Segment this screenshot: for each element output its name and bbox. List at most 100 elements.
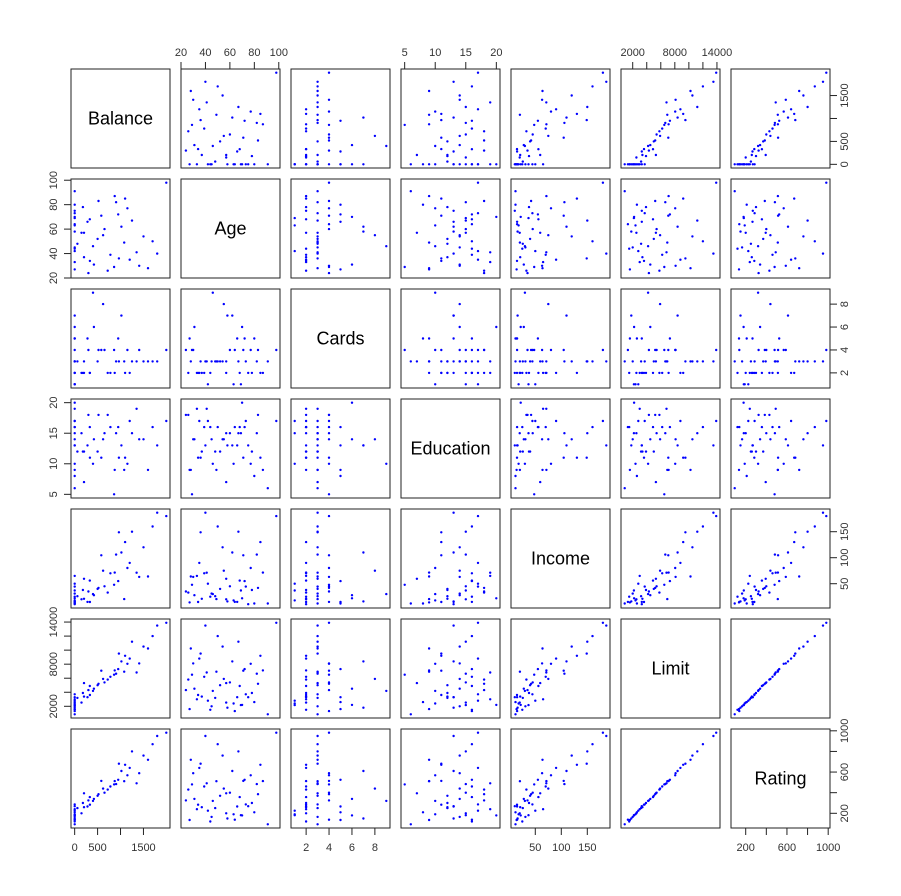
data-point <box>679 108 682 111</box>
data-point <box>523 245 527 248</box>
data-point <box>266 487 269 490</box>
data-point <box>304 256 308 259</box>
data-point <box>739 230 742 233</box>
tick-label: 100 <box>48 171 60 189</box>
data-point <box>316 105 319 109</box>
data-point <box>631 592 634 595</box>
data-point <box>605 360 608 363</box>
data-point <box>522 438 525 441</box>
data-point <box>658 234 662 237</box>
data-point <box>106 678 109 681</box>
data-point <box>774 571 777 574</box>
data-point <box>316 480 319 484</box>
data-point <box>250 450 254 453</box>
data-point <box>776 597 779 601</box>
data-point <box>255 121 258 125</box>
data-point <box>661 785 664 788</box>
data-point <box>97 793 100 796</box>
data-point <box>327 783 331 786</box>
data-point <box>482 682 486 685</box>
data-point <box>304 708 308 711</box>
data-point <box>221 360 224 363</box>
data-point <box>642 456 646 459</box>
data-point <box>754 450 758 453</box>
data-point <box>434 144 437 148</box>
data-point <box>244 585 247 588</box>
data-point <box>782 348 785 352</box>
data-point <box>515 803 519 806</box>
data-point <box>243 119 246 123</box>
panel-frame <box>70 68 171 169</box>
data-point <box>534 163 537 166</box>
data-point <box>293 599 296 602</box>
data-point <box>421 203 425 206</box>
data-point <box>339 474 342 478</box>
data-point <box>446 256 449 259</box>
data-point <box>768 130 771 133</box>
data-point <box>135 407 138 410</box>
data-point <box>216 634 219 638</box>
data-point <box>117 579 120 583</box>
data-point <box>261 468 265 472</box>
data-point <box>701 425 705 429</box>
data-point <box>464 681 467 684</box>
data-point <box>113 468 116 472</box>
data-point <box>750 153 753 157</box>
data-point <box>644 371 648 375</box>
data-point <box>214 450 217 453</box>
data-point <box>531 693 534 696</box>
data-point <box>339 468 342 472</box>
data-point <box>446 237 449 241</box>
data-point <box>628 337 632 340</box>
data-point <box>537 684 540 688</box>
data-point <box>199 531 202 534</box>
data-point <box>666 468 669 472</box>
data-point <box>327 139 331 142</box>
data-point <box>658 302 662 306</box>
data-point <box>73 597 76 600</box>
data-point <box>712 511 715 514</box>
data-point <box>751 220 754 223</box>
data-point <box>205 782 208 785</box>
data-point <box>470 778 474 781</box>
data-point <box>452 337 455 340</box>
data-point <box>233 709 236 713</box>
data-point <box>786 551 790 554</box>
data-point <box>547 134 550 138</box>
data-point <box>198 108 201 111</box>
data-point <box>753 360 756 363</box>
data-point <box>434 662 437 665</box>
data-point <box>682 456 685 459</box>
data-point <box>658 569 662 572</box>
data-point <box>434 566 437 570</box>
data-point <box>489 574 492 578</box>
tick-label: 60 <box>224 47 236 59</box>
data-point <box>203 785 206 788</box>
data-point <box>113 371 116 375</box>
data-point <box>464 231 467 234</box>
data-point <box>464 640 467 643</box>
data-point <box>634 383 637 386</box>
data-point <box>243 667 246 671</box>
data-point <box>232 462 235 465</box>
data-point <box>112 783 116 786</box>
data-point <box>458 594 461 597</box>
data-point <box>316 257 319 260</box>
data-point <box>458 348 461 352</box>
data-point <box>470 572 474 575</box>
data-point <box>327 779 331 783</box>
data-point <box>742 215 745 219</box>
data-point <box>215 670 218 673</box>
data-point <box>527 216 530 220</box>
data-point <box>100 214 103 217</box>
data-point <box>794 652 797 655</box>
data-point <box>464 219 467 222</box>
data-point <box>745 203 748 206</box>
scatter-panel-rating-vs-cards <box>290 728 391 829</box>
data-point <box>427 113 431 117</box>
data-point <box>521 160 524 163</box>
data-point <box>82 806 86 809</box>
data-point <box>696 530 699 533</box>
data-point <box>304 691 308 695</box>
data-point <box>440 197 443 200</box>
